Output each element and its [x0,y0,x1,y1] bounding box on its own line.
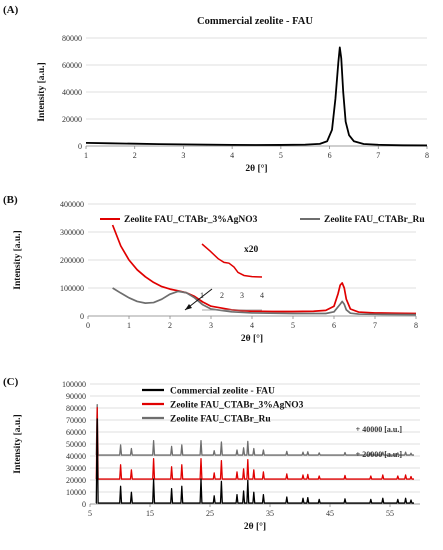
y-tick-label: 0 [82,500,86,509]
inset-tick-label: 4 [260,291,264,300]
chart-b: 0 100000 200000 300000 400000 0 1 2 3 4 5 6 7 8 2θ [°]… [13,200,425,344]
y-tick-label: 100000 [60,284,84,293]
y-axis-label: Intensity [a.u.] [13,230,23,289]
y-tick-label: 0 [78,142,82,151]
y-tick-label: 200000 [60,256,84,265]
y-tick-label: 20000 [62,115,82,124]
y-tick-label: 60000 [62,61,82,70]
x-tick-label: 35 [266,509,274,518]
panel-b: (B) 0 100000 200000 300000 400000 0 1 2 3 4 5 6 7 8 2θ… [0,188,443,366]
x-tick-label: 8 [414,321,418,330]
panel-label: (A) [3,4,19,16]
x-tick-label: 1 [84,151,88,160]
y-tick-label: 70000 [66,416,86,425]
y-tick-label: 400000 [60,200,84,209]
x-tick-label: 8 [425,151,429,160]
inset-line [201,243,263,278]
x-tick-label: 6 [332,321,336,330]
legend-label: Zeolite FAU_CTABr_3%AgNO3 [170,401,304,411]
x-axis-label: 2θ [°] [245,163,267,174]
panel-a: (A) 0 20000 40000 60000 80000 1 2 3 4 5 6 7 8 2θ [°] I… [0,0,443,174]
x-tick-label: 3 [209,321,213,330]
x-tick-label: 4 [250,321,254,330]
x-tick-label: 4 [230,151,234,160]
y-tick-label: 0 [80,312,84,321]
y-tick-label: 90000 [66,392,86,401]
series-line [95,406,414,480]
x-tick-label: 2 [168,321,172,330]
x-tick-label: 55 [386,509,394,518]
y-axis-label: Intensity [a.u.] [13,414,23,473]
inset-tick-label: 2 [220,291,224,300]
y-tick-label: 50000 [66,440,86,449]
chart-a: 0 20000 40000 60000 80000 1 2 3 4 5 6 7 8 2θ [°] Inten… [37,16,429,174]
inset-tick-label: 1 [200,291,204,300]
legend-label: Commercial zeolite - FAU [170,387,275,397]
offset-label: + 40000 [a.u.] [356,425,403,434]
inset-arrowhead [185,304,192,310]
x-tick-label: 6 [328,151,332,160]
series-line [111,224,417,315]
y-tick-label: 30000 [66,464,86,473]
x-tick-label: 3 [181,151,185,160]
x-tick-label: 0 [86,321,90,330]
y-tick-label: 40000 [66,452,86,461]
y-tick-label: 10000 [66,488,86,497]
legend-label: Zeolite FAU_CTABr_3%AgNO3 [124,215,258,225]
x-tick-label: 7 [373,321,377,330]
y-tick-label: 100000 [62,380,86,389]
y-tick-label: 300000 [60,228,84,237]
series-line [112,287,417,316]
y-tick-label: 20000 [66,476,86,485]
y-axis-label: Intensity [a.u.] [37,62,47,121]
y-tick-label: 80000 [62,34,82,43]
legend-label: Zeolite FAU_CTABr_Ru [324,215,425,225]
x-tick-label: 5 [291,321,295,330]
inset-scale-label: x20 [244,245,259,255]
x-tick-label: 45 [326,509,334,518]
legend-label: Zeolite FAU_CTABr_Ru [170,415,271,425]
x-tick-label: 15 [146,509,154,518]
x-tick-label: 1 [127,321,131,330]
y-tick-label: 40000 [62,88,82,97]
y-tick-label: 60000 [66,428,86,437]
series-line [95,403,414,456]
x-tick-label: 2 [133,151,137,160]
series-line [95,418,414,504]
panel-label: (C) [3,376,19,388]
panel-c: (C) 0 10000 20000 30000 40000 50000 60000 70000… [0,370,443,550]
x-axis-label: 2θ [°] [244,521,266,532]
chart-title: Commercial zeolite - FAU [197,16,313,27]
x-tick-label: 5 [279,151,283,160]
chart-c: 0 10000 20000 30000 40000 50000 60000 70000 8000… [13,380,420,532]
series-line [85,46,428,147]
x-tick-label: 7 [376,151,380,160]
y-tick-label: 80000 [66,404,86,413]
x-axis-label: 2θ [°] [241,333,263,344]
x-tick-label: 25 [206,509,214,518]
x-tick-label: 5 [88,509,92,518]
inset-tick-label: 3 [240,291,244,300]
panel-label: (B) [3,194,18,206]
offset-label: + 20000 [a.u.] [356,450,403,459]
